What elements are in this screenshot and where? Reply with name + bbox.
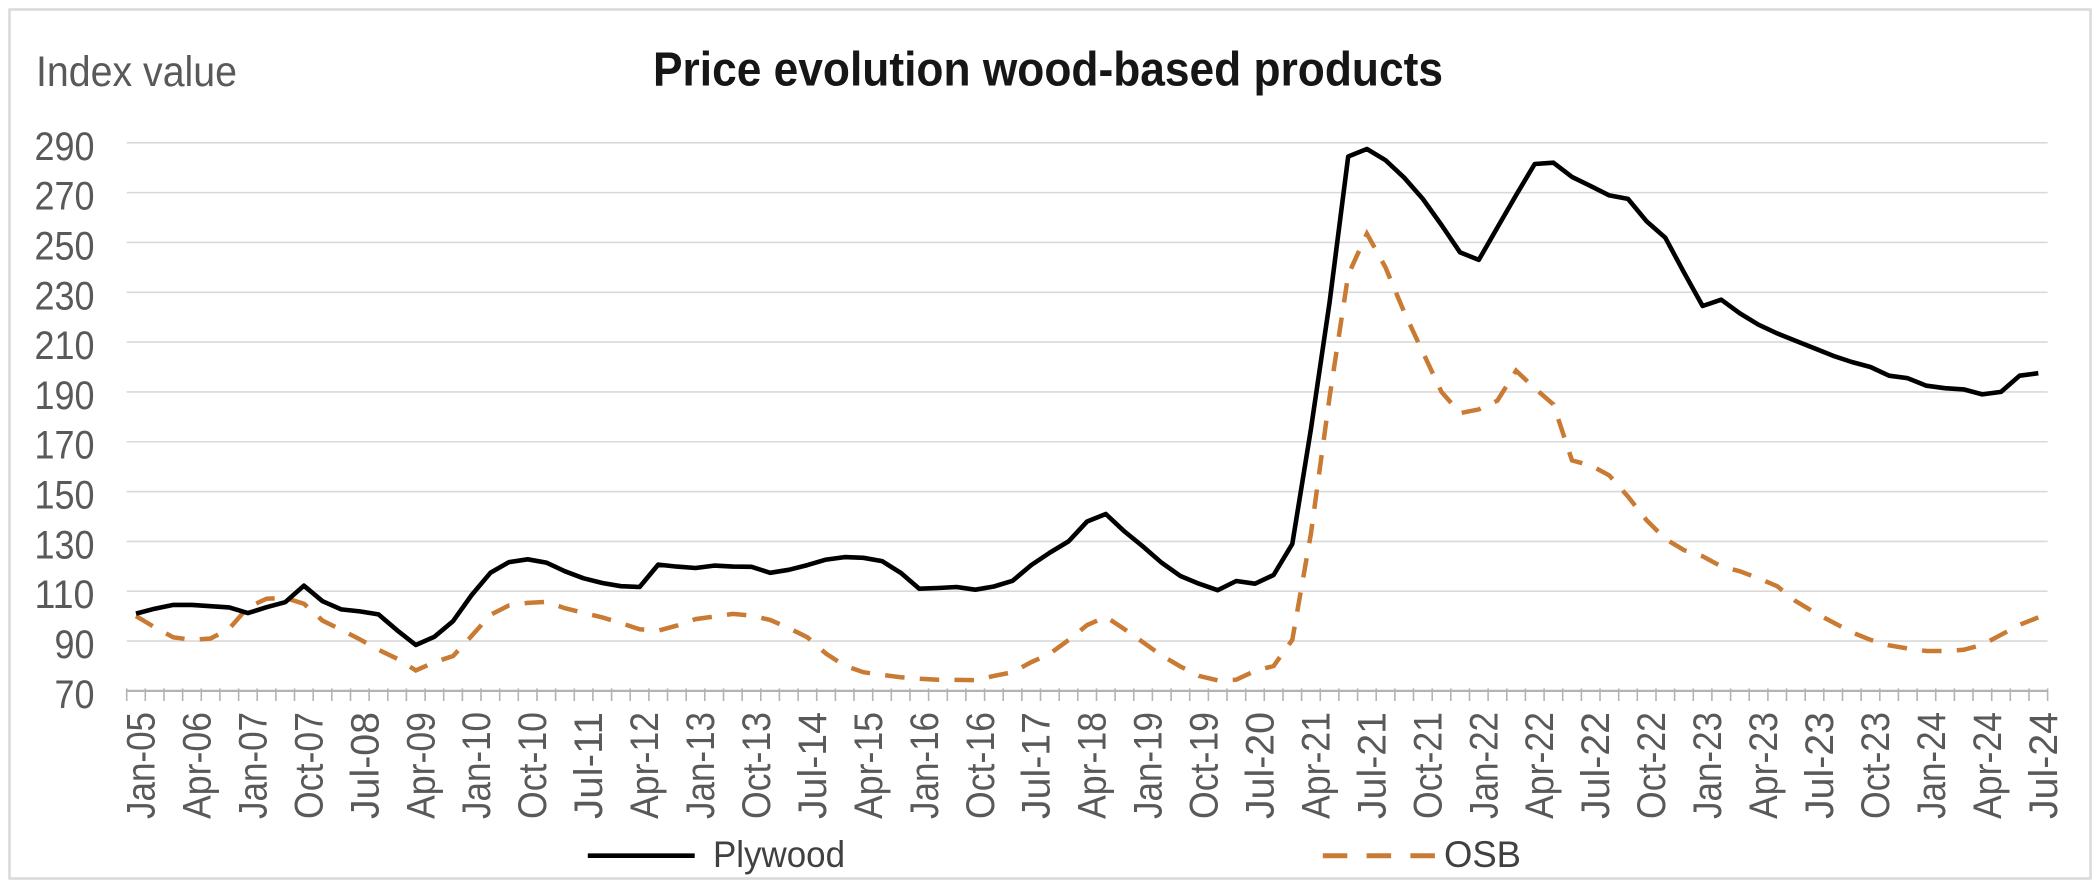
svg-text:70: 70 bbox=[55, 673, 95, 717]
svg-text:Apr-18: Apr-18 bbox=[1071, 712, 1115, 819]
svg-text:Apr-21: Apr-21 bbox=[1294, 712, 1338, 819]
svg-text:Jan-07: Jan-07 bbox=[231, 712, 275, 819]
svg-text:Apr-24: Apr-24 bbox=[1966, 712, 2010, 819]
svg-text:Jul-24: Jul-24 bbox=[2022, 712, 2066, 819]
svg-text:Oct-16: Oct-16 bbox=[959, 712, 1003, 819]
svg-text:Oct-22: Oct-22 bbox=[1630, 712, 1674, 819]
svg-text:Plywood: Plywood bbox=[713, 834, 845, 875]
svg-text:190: 190 bbox=[35, 374, 95, 418]
svg-text:290: 290 bbox=[35, 125, 95, 169]
svg-text:Apr-23: Apr-23 bbox=[1742, 712, 1786, 819]
svg-text:Oct-13: Oct-13 bbox=[735, 712, 779, 819]
svg-text:Jan-23: Jan-23 bbox=[1686, 712, 1730, 819]
svg-text:Apr-09: Apr-09 bbox=[399, 712, 443, 819]
svg-text:270: 270 bbox=[35, 175, 95, 219]
svg-text:Apr-06: Apr-06 bbox=[176, 712, 220, 819]
svg-text:Jan-24: Jan-24 bbox=[1910, 712, 1954, 819]
svg-text:Apr-22: Apr-22 bbox=[1518, 712, 1562, 819]
svg-text:Jul-11: Jul-11 bbox=[567, 712, 611, 819]
svg-text:Jan-19: Jan-19 bbox=[1127, 712, 1171, 819]
svg-text:Jan-10: Jan-10 bbox=[455, 712, 499, 819]
svg-text:Jan-13: Jan-13 bbox=[679, 712, 723, 819]
svg-text:Oct-23: Oct-23 bbox=[1854, 712, 1898, 819]
svg-text:Oct-07: Oct-07 bbox=[287, 712, 331, 819]
svg-text:Oct-19: Oct-19 bbox=[1183, 712, 1227, 819]
svg-text:Jul-17: Jul-17 bbox=[1015, 712, 1059, 819]
svg-text:Index value: Index value bbox=[36, 48, 237, 96]
svg-text:Jan-05: Jan-05 bbox=[120, 712, 164, 819]
svg-text:Jul-23: Jul-23 bbox=[1798, 712, 1842, 819]
svg-text:Jul-20: Jul-20 bbox=[1239, 712, 1283, 819]
svg-text:Jan-22: Jan-22 bbox=[1462, 712, 1506, 819]
svg-text:Oct-21: Oct-21 bbox=[1406, 712, 1450, 819]
svg-text:Jul-21: Jul-21 bbox=[1350, 712, 1394, 819]
svg-text:OSB: OSB bbox=[1444, 834, 1521, 875]
svg-text:150: 150 bbox=[35, 474, 95, 518]
svg-text:110: 110 bbox=[35, 573, 95, 617]
svg-text:Price evolution wood-based pro: Price evolution wood-based products bbox=[653, 44, 1443, 97]
svg-text:Jul-14: Jul-14 bbox=[791, 712, 835, 819]
svg-text:Apr-15: Apr-15 bbox=[847, 712, 891, 819]
svg-text:90: 90 bbox=[55, 623, 95, 667]
svg-text:130: 130 bbox=[35, 523, 95, 567]
svg-text:250: 250 bbox=[35, 224, 95, 268]
svg-text:230: 230 bbox=[35, 274, 95, 318]
svg-text:170: 170 bbox=[35, 424, 95, 468]
svg-text:210: 210 bbox=[35, 324, 95, 368]
svg-text:Apr-12: Apr-12 bbox=[623, 712, 667, 819]
svg-text:Jul-08: Jul-08 bbox=[343, 712, 387, 819]
svg-text:Oct-10: Oct-10 bbox=[511, 712, 555, 819]
svg-text:Jan-16: Jan-16 bbox=[903, 712, 947, 819]
svg-text:Jul-22: Jul-22 bbox=[1574, 712, 1618, 819]
